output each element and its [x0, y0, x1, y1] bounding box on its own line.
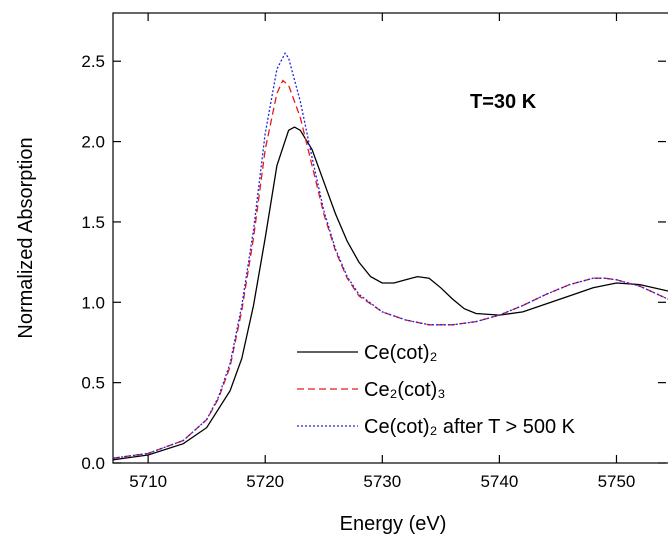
y-tick-label: 0.0 [81, 454, 105, 473]
annotation: T=30 K [470, 91, 537, 113]
data-line [112, 79, 668, 459]
legend-label: Ce₂(cot)₃ [364, 379, 445, 401]
legend-label: Ce(cot)₂ [364, 342, 437, 364]
data-line [112, 51, 668, 459]
y-tick-label: 0.5 [81, 374, 105, 393]
x-axis-title: Energy (eV) [340, 513, 447, 535]
x-tick-label: 5720 [246, 472, 284, 491]
y-tick-label: 2.5 [81, 52, 105, 71]
y-tick-label: 2.0 [81, 133, 105, 152]
y-tick-label: 1.5 [81, 213, 105, 232]
x-tick-label: 5750 [598, 472, 636, 491]
plot-frame [112, 12, 668, 464]
x-tick-label: 5710 [129, 472, 167, 491]
data-line [112, 126, 668, 461]
x-tick-label: 5740 [480, 472, 518, 491]
y-tick-label: 1.0 [81, 293, 105, 312]
legend-label: Ce(cot)₂ after T > 500 K [364, 416, 576, 438]
y-axis-title: Normalized Absorption [15, 137, 37, 338]
x-tick-label: 5730 [363, 472, 401, 491]
